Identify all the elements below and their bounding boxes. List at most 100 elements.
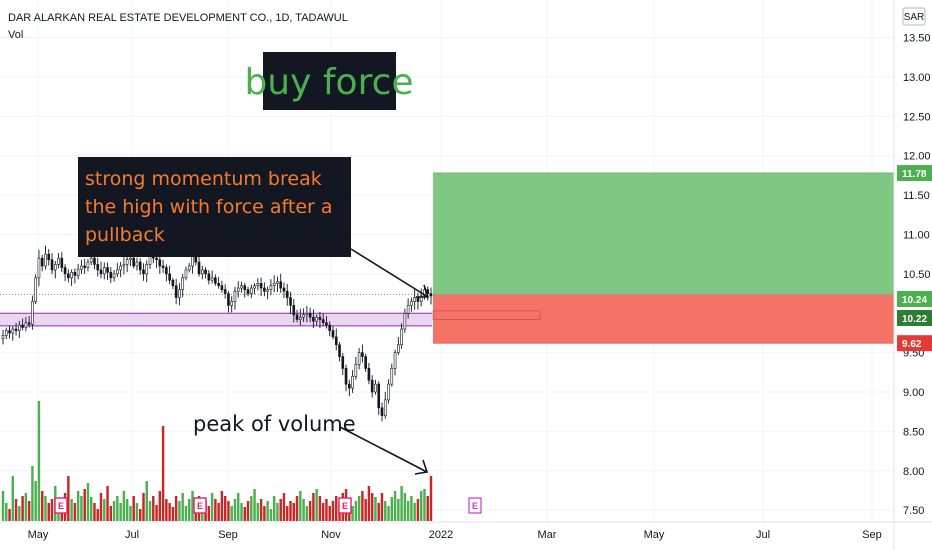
candle[interactable] bbox=[204, 269, 207, 275]
volume-bar[interactable] bbox=[142, 493, 145, 521]
candle[interactable] bbox=[122, 264, 126, 267]
candle[interactable] bbox=[302, 314, 305, 318]
volume-bar[interactable] bbox=[390, 497, 394, 521]
volume-bar[interactable] bbox=[413, 503, 416, 521]
candle[interactable] bbox=[344, 368, 348, 385]
current-price-tag[interactable] bbox=[897, 310, 932, 326]
volume-bar[interactable] bbox=[318, 496, 322, 521]
candle[interactable] bbox=[129, 257, 132, 260]
volume-bar[interactable] bbox=[370, 493, 374, 521]
candle[interactable] bbox=[400, 328, 403, 346]
volume-bar[interactable] bbox=[423, 489, 426, 521]
volume-bar[interactable] bbox=[201, 509, 204, 521]
candle[interactable] bbox=[312, 316, 315, 322]
volume-bar[interactable] bbox=[220, 491, 224, 521]
volume-bar[interactable] bbox=[191, 491, 194, 521]
candle[interactable] bbox=[299, 316, 302, 320]
volume-bar[interactable] bbox=[109, 506, 113, 521]
candle[interactable] bbox=[397, 344, 400, 353]
volume-bar[interactable] bbox=[295, 496, 299, 521]
candle[interactable] bbox=[47, 253, 51, 260]
volume-bar[interactable] bbox=[230, 506, 233, 521]
volume-bar[interactable] bbox=[83, 489, 86, 521]
candle[interactable] bbox=[8, 330, 11, 334]
candle[interactable] bbox=[63, 267, 67, 275]
candle[interactable] bbox=[348, 383, 351, 389]
volume-bar[interactable] bbox=[207, 506, 211, 521]
candle[interactable] bbox=[102, 267, 106, 275]
candle[interactable] bbox=[370, 379, 374, 393]
candle[interactable] bbox=[256, 283, 260, 286]
volume-bar[interactable] bbox=[76, 491, 80, 521]
candle[interactable] bbox=[266, 289, 269, 292]
candle[interactable] bbox=[341, 356, 345, 369]
volume-bar[interactable] bbox=[5, 503, 8, 521]
candle[interactable] bbox=[351, 375, 354, 389]
candle[interactable] bbox=[328, 324, 332, 331]
candle[interactable] bbox=[44, 253, 47, 267]
volume-bar[interactable] bbox=[286, 506, 289, 521]
candle[interactable] bbox=[357, 352, 361, 365]
volume-bar[interactable] bbox=[335, 496, 338, 521]
volume-bar[interactable] bbox=[145, 481, 148, 521]
candle[interactable] bbox=[289, 297, 292, 306]
candle[interactable] bbox=[73, 272, 77, 276]
volume-bar[interactable] bbox=[80, 496, 83, 521]
volume-bar[interactable] bbox=[276, 503, 279, 521]
volume-bar[interactable] bbox=[155, 505, 158, 521]
candle[interactable] bbox=[292, 305, 296, 316]
candle[interactable] bbox=[334, 336, 338, 346]
volume-bar[interactable] bbox=[106, 486, 109, 521]
entry-price-tag[interactable] bbox=[897, 291, 932, 307]
candle[interactable] bbox=[142, 269, 145, 275]
candle[interactable] bbox=[14, 328, 18, 331]
volume-bar[interactable] bbox=[129, 506, 132, 521]
volume-bar[interactable] bbox=[11, 476, 15, 521]
volume-bar[interactable] bbox=[384, 501, 387, 521]
candle[interactable] bbox=[57, 257, 60, 265]
volume-bar[interactable] bbox=[240, 503, 243, 521]
candle[interactable] bbox=[178, 289, 181, 298]
volume-bar[interactable] bbox=[426, 496, 429, 521]
volume-bar[interactable] bbox=[263, 506, 266, 521]
volume-bar[interactable] bbox=[266, 501, 269, 521]
candle[interactable] bbox=[125, 259, 129, 265]
candle[interactable] bbox=[259, 283, 263, 289]
candle[interactable] bbox=[80, 265, 83, 270]
candle[interactable] bbox=[40, 257, 44, 267]
volume-indicator-label[interactable]: Vol bbox=[8, 29, 23, 41]
volume-bar[interactable] bbox=[158, 491, 162, 521]
volume-bar[interactable] bbox=[47, 503, 50, 521]
candle[interactable] bbox=[354, 364, 358, 377]
volume-bar[interactable] bbox=[357, 496, 361, 521]
candle[interactable] bbox=[272, 283, 276, 286]
volume-bar[interactable] bbox=[14, 499, 18, 521]
volume-bar[interactable] bbox=[178, 501, 181, 521]
volume-bar[interactable] bbox=[364, 499, 367, 521]
candle[interactable] bbox=[240, 285, 243, 289]
candle[interactable] bbox=[383, 399, 387, 416]
candle[interactable] bbox=[93, 257, 96, 265]
price-axis[interactable] bbox=[894, 0, 932, 550]
loss-zone[interactable] bbox=[433, 294, 894, 344]
volume-bar[interactable] bbox=[282, 493, 286, 521]
volume-bar[interactable] bbox=[148, 501, 152, 521]
volume-bar[interactable] bbox=[181, 493, 184, 521]
volume-bar[interactable] bbox=[312, 493, 315, 521]
candle[interactable] bbox=[171, 279, 175, 286]
volume-bar[interactable] bbox=[250, 496, 253, 521]
volume-bar[interactable] bbox=[279, 499, 282, 521]
candle[interactable] bbox=[168, 273, 171, 281]
volume-bar[interactable] bbox=[67, 476, 70, 521]
volume-bar[interactable] bbox=[397, 499, 400, 521]
candle[interactable] bbox=[367, 368, 371, 381]
candle[interactable] bbox=[109, 272, 113, 279]
candle[interactable] bbox=[263, 287, 266, 292]
volume-bar[interactable] bbox=[116, 496, 119, 521]
earnings-marker[interactable] bbox=[193, 497, 207, 514]
currency-badge[interactable] bbox=[902, 7, 926, 26]
volume-bar[interactable] bbox=[299, 491, 302, 521]
volume-bar[interactable] bbox=[315, 489, 318, 521]
volume-bar[interactable] bbox=[37, 401, 41, 521]
candle[interactable] bbox=[308, 312, 312, 318]
